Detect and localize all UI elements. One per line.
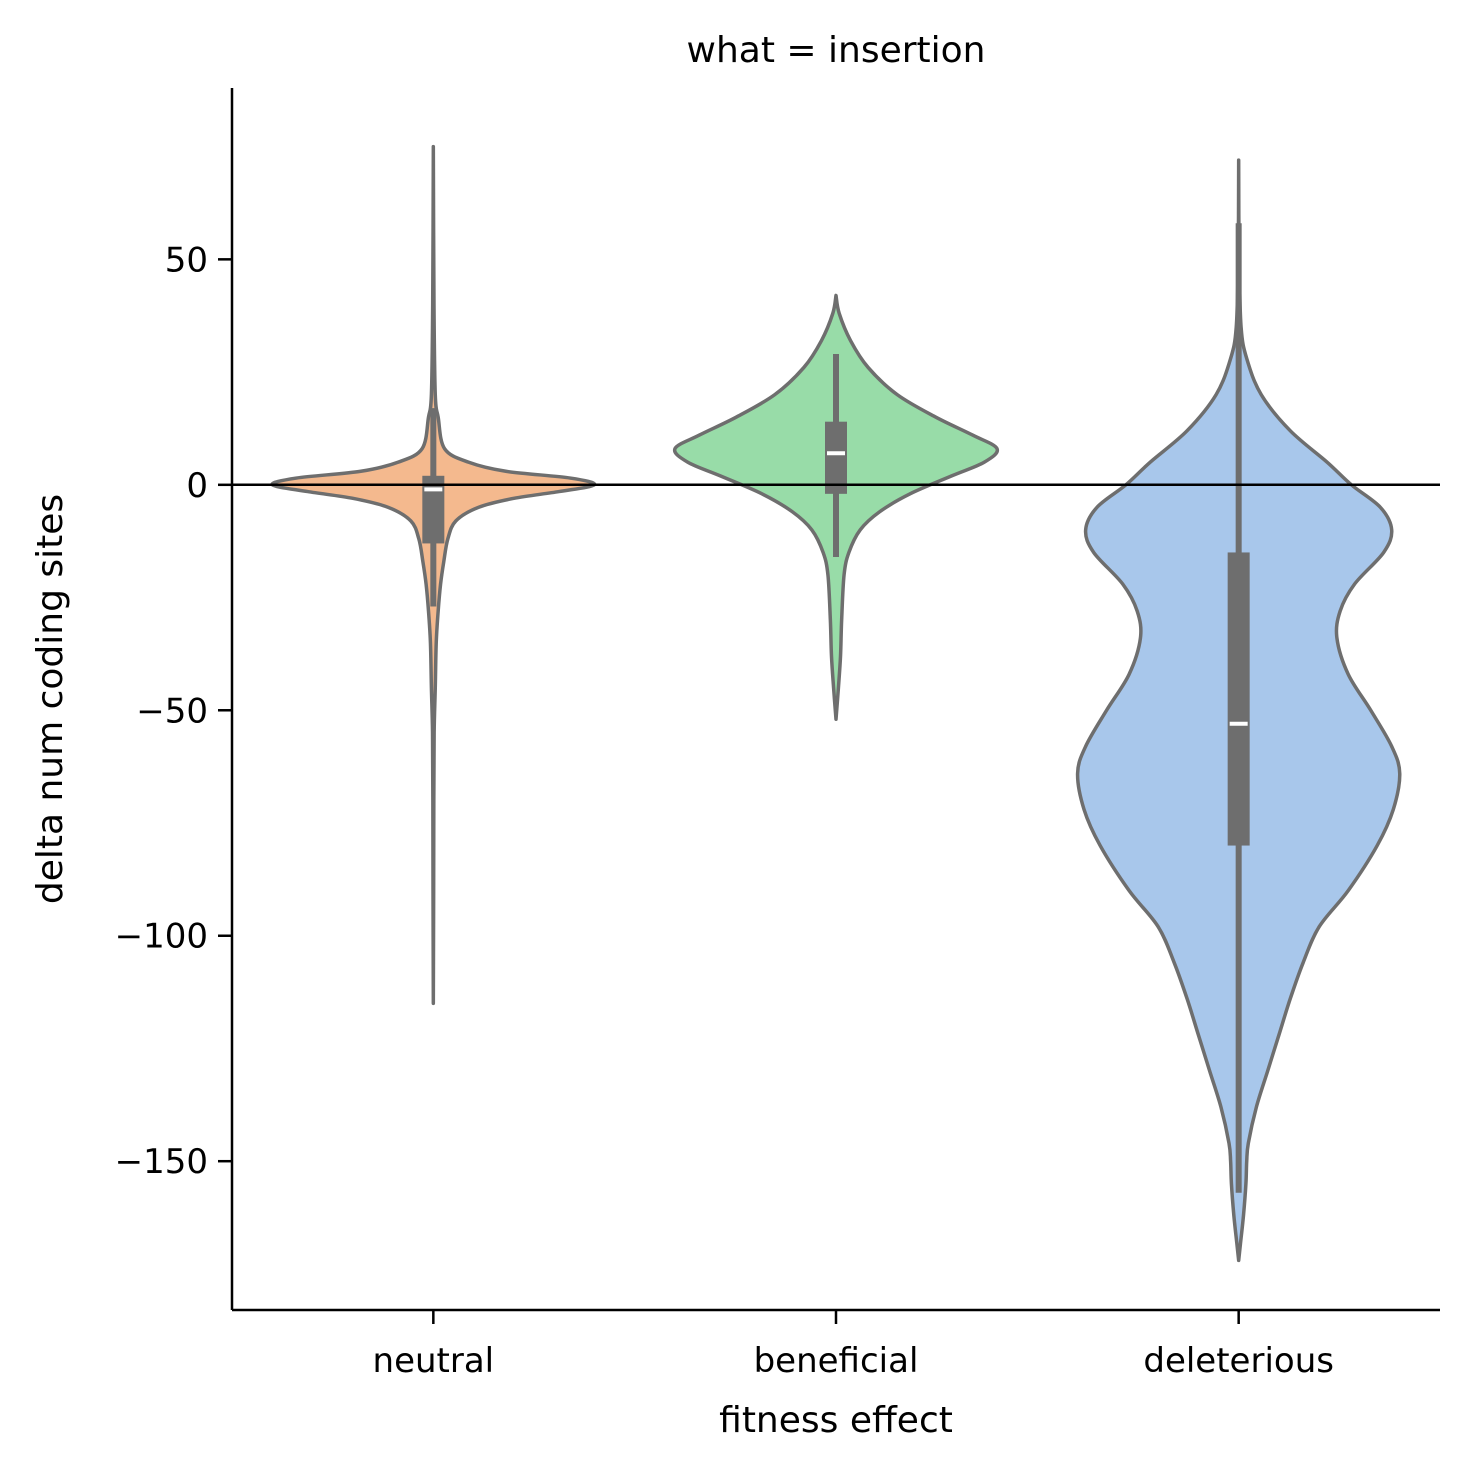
iqr-box-neutral — [422, 475, 445, 544]
y-tick-label-2: −50 — [136, 691, 208, 731]
x-axis-label: fitness effect — [719, 1400, 953, 1441]
y-tick-label-1: 0 — [186, 466, 208, 506]
x-tick-label-beneficial: beneficial — [754, 1341, 919, 1381]
y-tick-label-3: −100 — [115, 917, 208, 957]
y-tick-label-4: −150 — [115, 1142, 208, 1182]
iqr-box-beneficial — [825, 421, 847, 494]
x-tick-label-neutral: neutral — [373, 1341, 495, 1381]
iqr-box-deleterious — [1227, 552, 1250, 846]
y-tick-label-0: 50 — [165, 240, 208, 280]
x-ticks: neutral beneficial deleterious — [373, 1310, 1334, 1381]
y-axis-label: delta num coding sites — [30, 494, 71, 904]
x-tick-label-deleterious: deleterious — [1143, 1341, 1334, 1381]
chart-title: what = insertion — [687, 30, 986, 71]
y-ticks: 50 0 −50 −100 −150 — [115, 240, 232, 1182]
box-layer — [422, 223, 1250, 1193]
